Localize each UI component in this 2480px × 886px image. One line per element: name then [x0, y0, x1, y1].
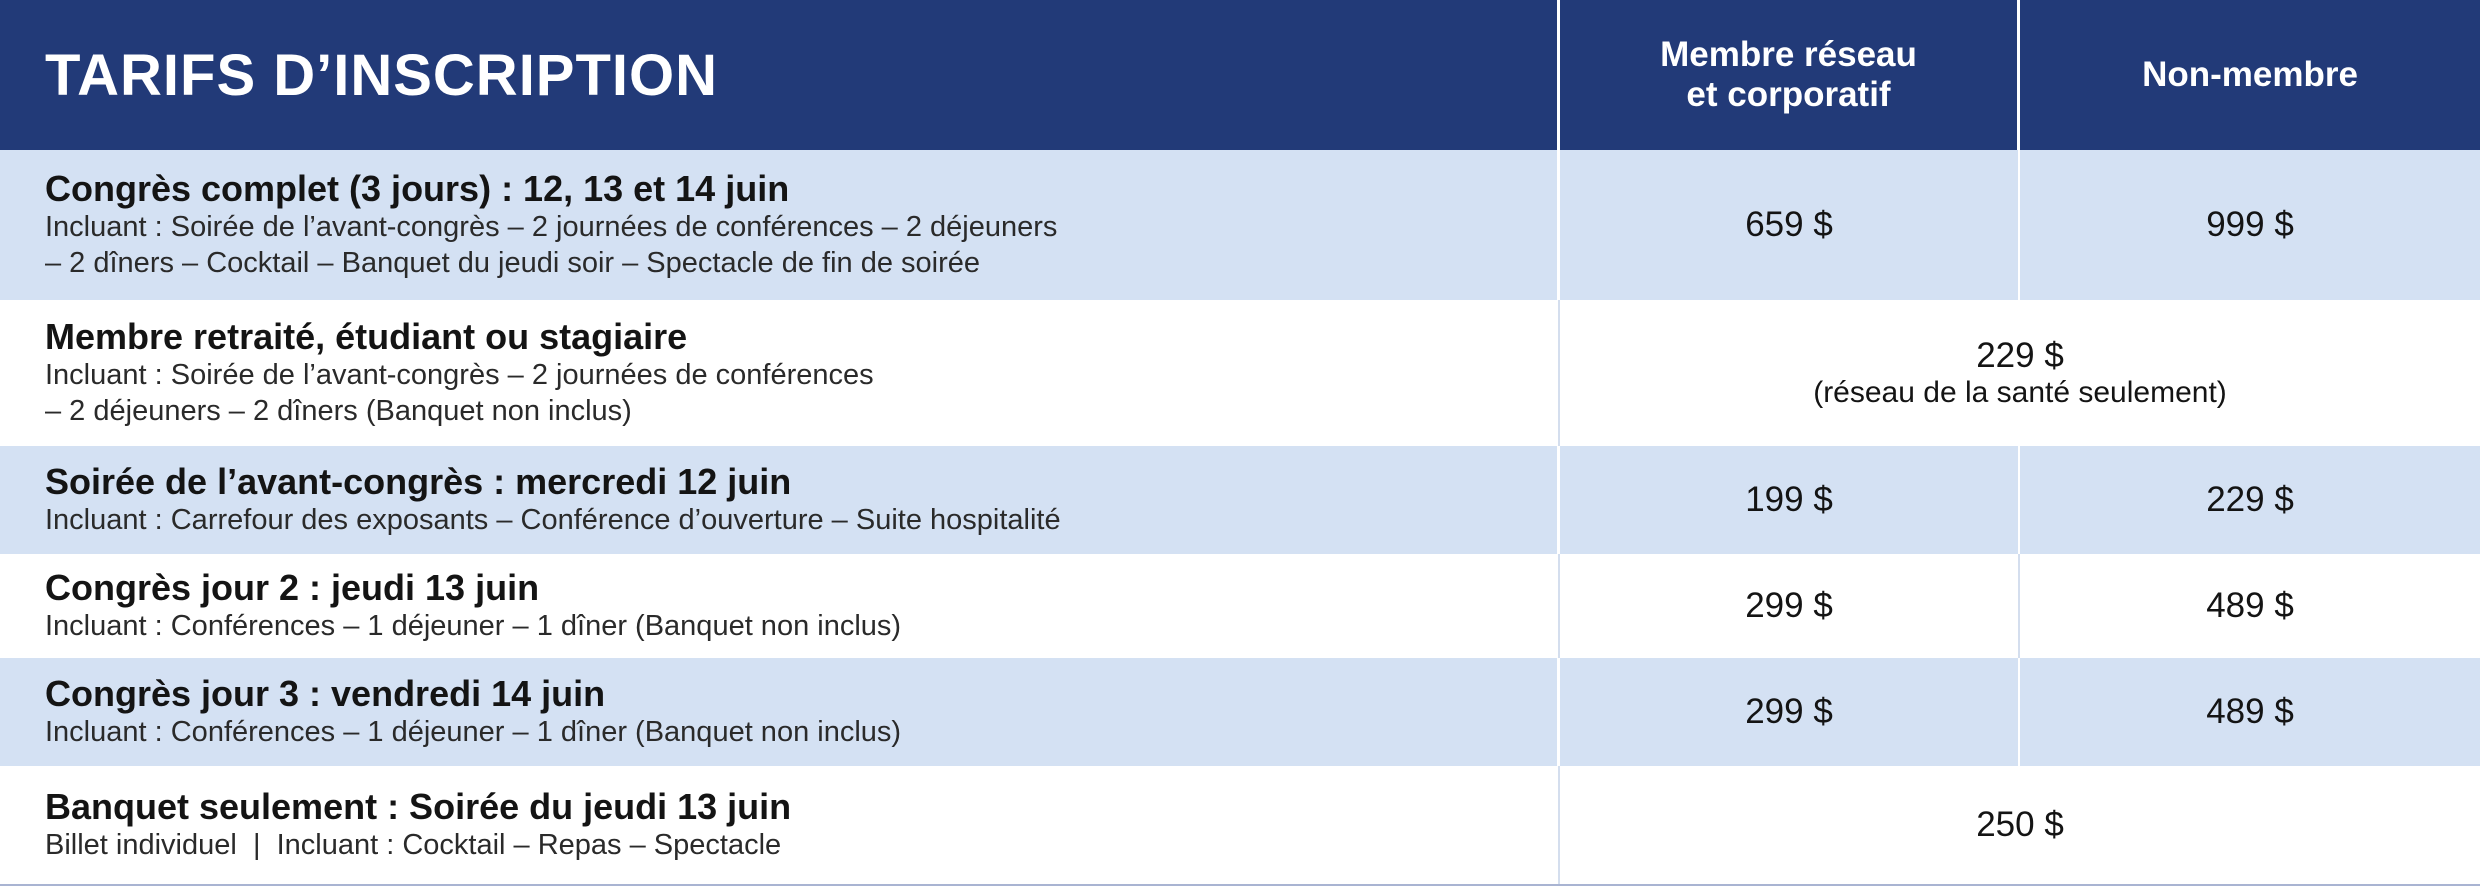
row-title: Congrès jour 3 : vendredi 14 juin	[45, 673, 606, 715]
row-label: Banquet seulement : Soirée du jeudi 13 j…	[0, 766, 1560, 884]
column-header-member-line2: et corporatif	[1686, 75, 1891, 114]
table-row: Congrès jour 2 : jeudi 13 juin Incluant …	[0, 554, 2480, 658]
member-price: 299 $	[1560, 658, 2020, 766]
row-description: Incluant : Carrefour des exposants – Con…	[45, 502, 1557, 538]
row-description-line: Incluant : Carrefour des exposants – Con…	[45, 503, 1061, 536]
shared-price-value: 250 $	[1976, 804, 2064, 844]
table-row: Banquet seulement : Soirée du jeudi 13 j…	[0, 766, 2480, 884]
table-row: Soirée de l’avant-congrès : mercredi 12 …	[0, 446, 2480, 554]
shared-price: 250 $	[1560, 766, 2480, 884]
row-label: Congrès jour 3 : vendredi 14 juin Inclua…	[0, 658, 1560, 766]
row-title: Soirée de l’avant-congrès : mercredi 12 …	[45, 461, 792, 503]
table-header: TARIFS D’INSCRIPTION Membre réseau et co…	[0, 0, 2480, 150]
column-header-member: Membre réseau et corporatif	[1560, 0, 2020, 150]
row-description: Billet individuel | Incluant : Cocktail …	[45, 827, 1558, 863]
row-label: Soirée de l’avant-congrès : mercredi 12 …	[0, 446, 1560, 554]
row-label: Congrès jour 2 : jeudi 13 juin Incluant …	[0, 554, 1560, 658]
shared-price-value: 229 $	[1976, 336, 2064, 376]
row-title: Congrès jour 2 : jeudi 13 juin	[45, 567, 540, 609]
row-description: Incluant : Soirée de l’avant-congrès – 2…	[45, 209, 1557, 282]
row-description-line: Incluant : Conférences – 1 déjeuner – 1 …	[45, 715, 902, 748]
column-header-nonmember: Non-membre	[2142, 54, 2358, 94]
row-title: Banquet seulement : Soirée du jeudi 13 j…	[45, 786, 792, 828]
member-price: 199 $	[1560, 446, 2020, 554]
row-description-line: – 2 dîners – Cocktail – Banquet du jeudi…	[45, 246, 981, 279]
row-description: Incluant : Conférences – 1 déjeuner – 1 …	[45, 608, 1558, 644]
row-description-line: Incluant : Conférences – 1 déjeuner – 1 …	[45, 609, 902, 642]
row-label: Congrès complet (3 jours) : 12, 13 et 14…	[0, 150, 1560, 300]
member-price: 659 $	[1560, 150, 2020, 300]
table-title: TARIFS D’INSCRIPTION	[0, 0, 1560, 150]
row-description-line: – 2 déjeuners – 2 dîners (Banquet non in…	[45, 394, 632, 427]
table-row: Congrès complet (3 jours) : 12, 13 et 14…	[0, 150, 2480, 300]
shared-price-note: (réseau de la santé seulement)	[1813, 375, 2227, 409]
row-description-line: Incluant : Soirée de l’avant-congrès – 2…	[45, 358, 874, 391]
row-description: Incluant : Conférences – 1 déjeuner – 1 …	[45, 714, 1557, 750]
member-price: 299 $	[1560, 554, 2020, 658]
nonmember-price: 229 $	[2206, 480, 2294, 519]
row-title: Congrès complet (3 jours) : 12, 13 et 14…	[45, 167, 790, 209]
row-description: Incluant : Soirée de l’avant-congrès – 2…	[45, 357, 1558, 430]
row-description-line: Incluant : Soirée de l’avant-congrès – 2…	[45, 210, 1058, 243]
row-description-line: Billet individuel | Incluant : Cocktail …	[45, 828, 782, 861]
nonmember-price: 489 $	[2206, 586, 2294, 625]
row-label: Membre retraité, étudiant ou stagiaire I…	[0, 300, 1560, 446]
row-title: Membre retraité, étudiant ou stagiaire	[45, 315, 688, 357]
table-row: Membre retraité, étudiant ou stagiaire I…	[0, 300, 2480, 446]
nonmember-price: 489 $	[2206, 692, 2294, 731]
shared-price: 229 $ (réseau de la santé seulement)	[1560, 300, 2480, 446]
nonmember-price: 999 $	[2206, 205, 2294, 244]
column-header-member-line1: Membre réseau	[1660, 34, 1917, 74]
table-row: Congrès jour 3 : vendredi 14 juin Inclua…	[0, 658, 2480, 766]
